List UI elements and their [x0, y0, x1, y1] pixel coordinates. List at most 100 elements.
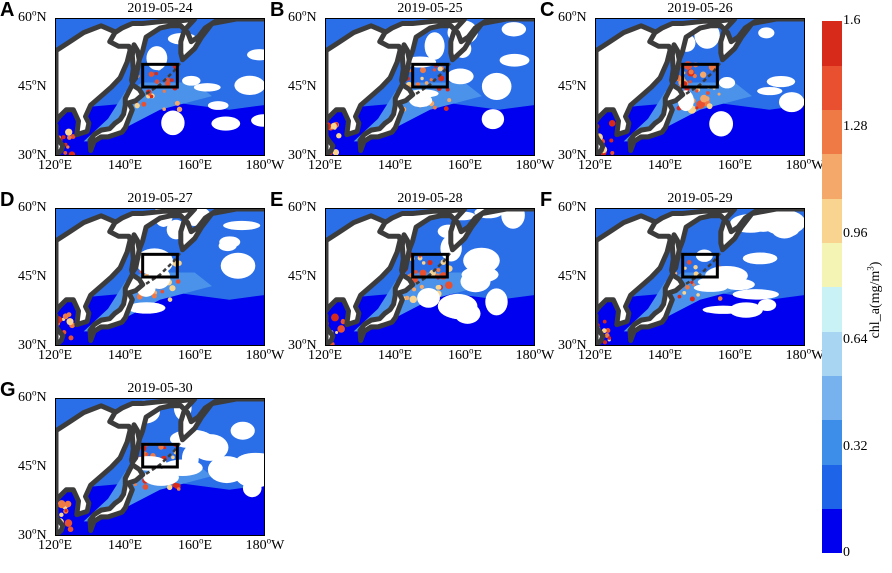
colorbar-tick-label: 1.28	[843, 119, 868, 135]
landmass-japan	[627, 272, 686, 343]
cloud-gap	[251, 114, 264, 127]
lon-tick-label: 140oE	[107, 535, 143, 553]
lon-tick-label: 120oE	[37, 345, 73, 363]
panel-letter: F	[540, 189, 553, 211]
lon-tick-label: 120oE	[577, 345, 613, 363]
chlorophyll-bloom-mark	[436, 284, 442, 290]
panel-date: 2019-05-29	[667, 191, 733, 206]
landmass-kamchatka	[377, 209, 534, 275]
chlorophyll-bloom-mark	[424, 81, 429, 85]
landmass-japan	[627, 82, 686, 153]
chlorophyll-bloom-mark	[162, 107, 166, 112]
chlorophyll-bloom-mark	[688, 69, 694, 75]
chlorophyll-map	[55, 208, 265, 346]
chlorophyll-bloom-mark	[164, 80, 171, 87]
chlorophyll-bloom-mark	[706, 103, 713, 110]
cloud-gap	[499, 53, 530, 67]
colorbar-segment	[822, 464, 842, 510]
cloud-gap	[693, 283, 728, 292]
landmass-china	[596, 123, 606, 155]
panel-letter: C	[540, 0, 555, 21]
cloud-gap	[211, 116, 241, 131]
cloud-gap	[408, 89, 439, 98]
coastal-bloom-mark	[335, 330, 339, 334]
coastal-bloom-mark	[57, 500, 66, 509]
landmass-sakhalin	[399, 42, 412, 85]
chlorophyll-bloom-mark	[412, 287, 417, 292]
panel-date: 2019-05-26	[667, 1, 733, 16]
chlorophyll-bloom-mark	[162, 89, 166, 93]
coastal-bloom-mark	[66, 318, 74, 326]
colorbar-label: chl_a(mg/m3)	[865, 261, 883, 339]
map-panel-e: E 2019-05-28 60oN 45oN 30oN 120oE 140oE 160oE 18…	[270, 190, 555, 375]
landmass-kamchatka	[647, 19, 804, 85]
panel-letter: G	[0, 379, 16, 401]
chlorophyll-bloom-mark	[445, 281, 453, 290]
coastal-bloom-mark	[61, 135, 66, 140]
colorbar-segment	[822, 198, 842, 244]
chlorophyll-bloom-mark	[717, 296, 723, 301]
chlorophyll-bloom-mark	[145, 452, 149, 456]
lon-tick-label: 180oW	[785, 155, 825, 173]
colorbar-segment	[822, 21, 842, 66]
cloud-gap	[127, 302, 166, 314]
chlorophyll-bloom-mark	[705, 91, 710, 95]
colorbar-segment	[822, 420, 842, 465]
chlorophyll-bloom-mark	[176, 487, 181, 491]
lon-tick-label: 120oE	[307, 345, 343, 363]
chlorophyll-bloom-mark	[409, 295, 417, 304]
colorbar-segment	[822, 331, 842, 377]
lon-tick-label: 180oW	[785, 345, 825, 363]
chlorophyll-bloom-mark	[419, 67, 426, 74]
landmass-japan	[357, 272, 416, 343]
landmass-japan	[357, 82, 416, 153]
chlorophyll-bloom-mark	[413, 269, 418, 274]
cloud-gap	[424, 32, 445, 60]
landmass-sakhalin	[399, 232, 412, 275]
chlorophyll-map-svg	[56, 19, 264, 155]
chlorophyll-bloom-mark	[699, 71, 707, 78]
lat-tick-label: 45oN	[18, 76, 47, 94]
chlorophyll-bloom-mark	[174, 100, 180, 106]
colorbar-segment	[822, 65, 842, 111]
lat-tick-label: 60oN	[558, 197, 587, 215]
kuril-islands	[145, 251, 182, 285]
landmass-sakhalin	[129, 422, 142, 465]
colorbar-tick-label: 0.64	[843, 332, 868, 348]
chlorophyll-bloom-mark	[683, 266, 687, 270]
chlorophyll-map-svg	[326, 209, 534, 345]
chlorophyll-map-svg	[596, 19, 804, 155]
chlorophyll-bloom-mark	[688, 80, 692, 84]
coastal-bloom-mark	[607, 336, 612, 340]
kuril-islands	[685, 251, 722, 285]
landmass-sakhalin	[669, 42, 682, 85]
lon-tick-label: 160oE	[177, 345, 213, 363]
lat-tick-label: 60oN	[18, 387, 47, 405]
cloud-gap	[702, 305, 744, 314]
lat-tick-label: 60oN	[558, 7, 587, 25]
lat-tick-label: 45oN	[558, 76, 587, 94]
colorbar-tick-label: 1.6	[843, 13, 861, 28]
cloud-gap	[758, 27, 775, 39]
lon-tick-label: 180oW	[245, 155, 285, 173]
chlorophyll-bloom-mark	[165, 77, 170, 82]
coastal-bloom-mark	[64, 519, 73, 527]
lat-tick-label: 30oN	[18, 145, 47, 163]
kuril-islands	[145, 61, 182, 95]
colorbar-tick-label: 0.96	[843, 225, 868, 241]
coastal-bloom-mark	[64, 508, 68, 513]
panel-date: 2019-05-24	[127, 1, 193, 16]
map-panel-g: G 2019-05-30 60oN 45oN 30oN 120oE 140oE 160oE 18…	[0, 380, 285, 565]
chlorophyll-bloom-mark	[429, 78, 433, 82]
cloud-gap	[223, 220, 261, 231]
chlorophyll-bloom-mark	[141, 101, 147, 107]
coastal-bloom-mark	[70, 134, 76, 139]
cloud-gap	[781, 218, 800, 237]
chlorophyll-bloom-mark	[142, 484, 149, 490]
cloud-gap	[447, 68, 474, 85]
coastal-bloom-mark	[68, 335, 74, 341]
lon-tick-label: 140oE	[647, 345, 683, 363]
lon-tick-label: 160oE	[717, 155, 753, 173]
chlorophyll-bloom-mark	[690, 280, 694, 284]
coastal-bloom-mark	[68, 151, 76, 155]
